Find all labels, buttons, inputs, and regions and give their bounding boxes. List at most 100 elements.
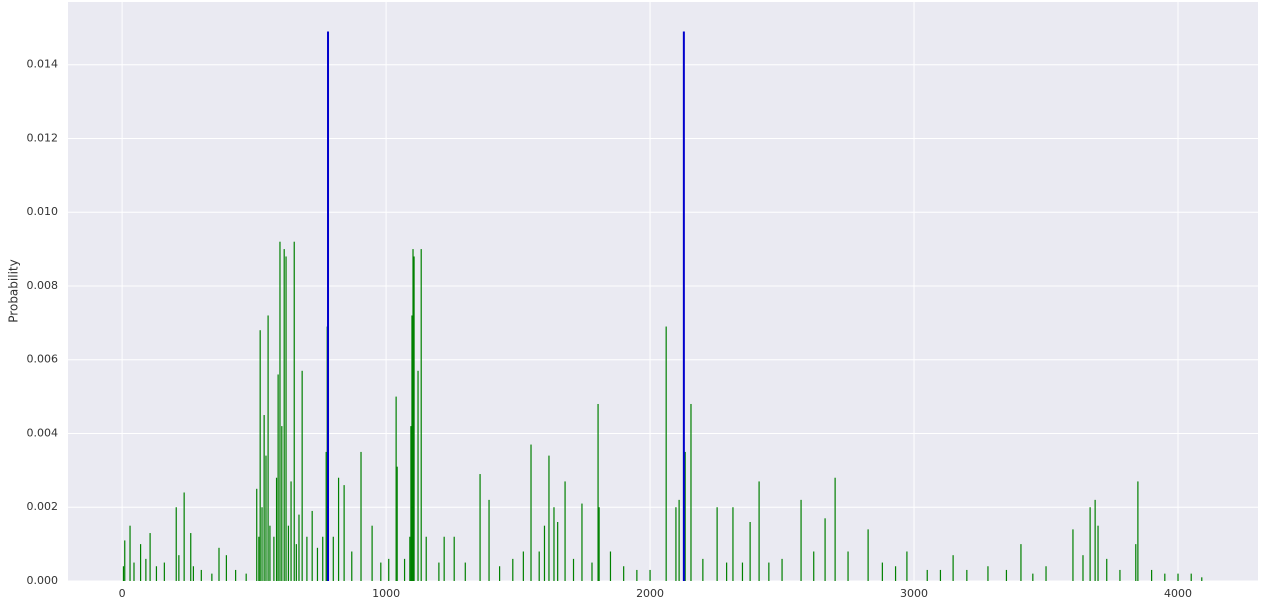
bar — [609, 551, 612, 581]
bar — [906, 551, 908, 581]
bar — [337, 477, 340, 581]
bar — [623, 566, 625, 581]
bar — [122, 566, 125, 581]
x-tick-label: 4000 — [1164, 587, 1192, 600]
bar — [581, 503, 583, 581]
bar — [987, 566, 989, 581]
bar — [183, 492, 185, 581]
bar — [572, 558, 575, 581]
bar — [124, 540, 126, 581]
bar — [1177, 573, 1179, 581]
bar — [267, 315, 269, 581]
bar — [149, 533, 151, 581]
bar — [388, 558, 390, 581]
bar — [479, 474, 481, 581]
bar — [781, 558, 783, 581]
bar — [298, 514, 300, 581]
bar — [926, 569, 928, 581]
bar — [395, 396, 397, 581]
y-axis-label: Probability — [7, 259, 21, 322]
bar — [800, 499, 802, 581]
bar — [265, 455, 267, 581]
bar — [263, 415, 265, 581]
bar — [327, 31, 330, 582]
bar — [1106, 558, 1108, 581]
bar — [553, 507, 555, 581]
bar — [295, 544, 297, 581]
bar — [649, 569, 651, 581]
bar — [768, 562, 770, 581]
bar — [293, 241, 295, 581]
bar — [235, 569, 237, 581]
bar — [847, 551, 849, 581]
bar — [741, 562, 744, 581]
bar — [190, 533, 192, 581]
bar — [420, 249, 422, 581]
bar — [557, 521, 559, 581]
bar — [1119, 569, 1121, 581]
bar — [380, 562, 382, 581]
bar — [598, 507, 600, 581]
bar — [1020, 544, 1022, 581]
bar — [259, 330, 261, 581]
y-tick-label: 0.008 — [27, 279, 59, 292]
bar — [178, 555, 180, 581]
bar — [332, 536, 334, 581]
bar — [443, 536, 445, 581]
bar — [301, 370, 303, 581]
bar — [410, 426, 412, 581]
bar — [133, 562, 135, 581]
bar — [543, 525, 546, 581]
bar — [279, 241, 281, 581]
bar — [881, 562, 883, 581]
bar — [665, 326, 667, 581]
bar — [256, 488, 258, 581]
bar — [1164, 573, 1166, 581]
bar — [453, 536, 455, 581]
bar — [311, 510, 313, 581]
bar — [163, 562, 165, 581]
bar — [218, 547, 220, 581]
bar — [145, 558, 147, 581]
bar — [636, 569, 638, 581]
bar — [813, 551, 815, 581]
bar — [273, 536, 275, 581]
y-tick-label: 0.006 — [27, 353, 59, 366]
bar — [597, 403, 599, 581]
bar — [758, 481, 760, 581]
bar — [200, 569, 202, 581]
bar — [1089, 507, 1091, 581]
bar — [175, 507, 177, 581]
bar — [283, 249, 285, 581]
bar — [684, 451, 686, 581]
bar — [867, 529, 869, 581]
bar — [1032, 573, 1034, 581]
bar — [966, 569, 968, 581]
bar — [275, 477, 278, 581]
bar — [675, 507, 677, 581]
bar — [360, 451, 362, 581]
bar — [1151, 569, 1153, 581]
bar — [464, 562, 466, 581]
bar — [702, 558, 704, 581]
bar — [417, 370, 419, 581]
bar — [129, 525, 131, 581]
bar — [325, 451, 327, 581]
bar — [1045, 566, 1047, 581]
bar — [726, 562, 728, 581]
bar — [343, 485, 345, 581]
y-tick-label: 0.010 — [27, 205, 59, 218]
bar — [322, 536, 324, 581]
bar — [269, 525, 271, 581]
bar — [834, 477, 836, 581]
y-tick-label: 0.012 — [27, 131, 59, 144]
bar — [438, 562, 440, 581]
bar — [1135, 544, 1137, 581]
bar — [139, 544, 142, 581]
bar — [290, 481, 292, 581]
bar — [824, 518, 826, 581]
bar — [522, 551, 524, 581]
bar — [716, 507, 718, 581]
bar — [1094, 499, 1096, 581]
